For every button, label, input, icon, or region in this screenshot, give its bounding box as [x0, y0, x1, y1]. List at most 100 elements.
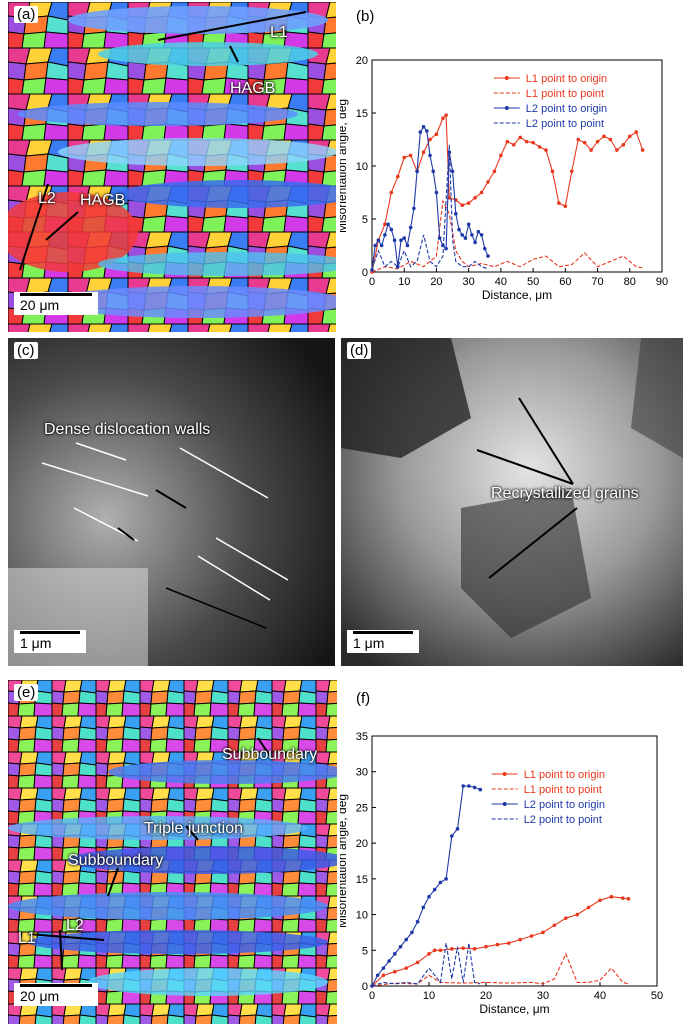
chart-f-legend-marker-2 [502, 802, 507, 806]
chart-b-series-2-point [457, 227, 461, 232]
chart-f-legend-text-3: L2 point to point [524, 814, 602, 826]
chart-b-ytick-label: 15 [356, 108, 368, 120]
line-label-l1-e: L1 [18, 930, 36, 947]
chart-b-svg: 0 10 20 30 40 50 60 70 80 90 0 5 10 15 20 Distance, μm M… [340, 55, 668, 302]
chart-b-series-2-point [386, 222, 390, 227]
chart-f-frame [371, 735, 658, 987]
chart-b-series-0-point [557, 201, 561, 205]
chart-b-series-0-point [428, 137, 432, 142]
chart-b-series-2-point [383, 233, 387, 237]
scalebar-c: 1 μm [14, 630, 86, 653]
chart-f-series-0-point [432, 948, 437, 953]
chart-b-series-2-point [482, 246, 487, 251]
scalebar-d-bar [353, 631, 413, 634]
chart-b-series-0-point [505, 139, 510, 144]
line-label-l2: L2 [38, 190, 56, 207]
chart-b-series-2-point [402, 236, 407, 240]
chart-b-legend-text-1: L1 point to point [526, 88, 604, 100]
chart-f-series-0-point [609, 894, 614, 899]
chart-b-series-0-point [569, 169, 574, 174]
chart-f-legend-text-0: L1 point to origin [524, 769, 605, 781]
chart-b-series-0-point [444, 113, 448, 117]
chart-f-series-2-point [472, 785, 477, 790]
chart-f-series-0-point [529, 934, 534, 938]
chart-b-series-2-point [370, 268, 374, 272]
chart-b-series-2-point [479, 233, 484, 237]
chart-b-series-2-point [428, 153, 432, 158]
chart-f-series-0-point [472, 947, 477, 951]
chart-b-series-0-point [408, 153, 413, 158]
chart-b-xtick-label: 50 [527, 276, 539, 288]
chart-b-ytick-label: 10 [356, 161, 368, 173]
chart-b-legend-text-3: L2 point to point [526, 118, 604, 130]
chart-b-series-2-point [399, 238, 403, 242]
chart-f-legend-text-1: L1 point to point [524, 784, 602, 796]
chart-b-series-0-point [608, 137, 613, 142]
hagb-label-bottom: HAGB [80, 192, 126, 209]
scalebar-e: 20 μm [14, 983, 98, 1006]
chart-f-series-0-point [415, 960, 420, 965]
chart-b-legend-marker-0 [504, 76, 509, 80]
panel-label-b: (b) [356, 8, 375, 25]
panel-e-ebsd-map: (e) Subboundary Triple junction Subbound… [8, 680, 337, 1024]
chart-f-xlabel: Distance, μm [479, 1002, 549, 1016]
chart-b-series-2-point [412, 206, 416, 211]
chart-b-series-0-point [492, 169, 497, 174]
chart-f-xtick-label: 40 [594, 990, 606, 1002]
chart-f-legend-marker-0 [502, 772, 507, 776]
chart-b-series-0-point [441, 116, 445, 121]
chart-f-series-0-point [626, 897, 631, 901]
chart-f-ytick-label: 30 [356, 767, 368, 779]
chart-f-xtick-label: 50 [651, 990, 663, 1002]
chart-b-xtick-label: 30 [463, 276, 475, 288]
chart-f-xtick-label: 10 [423, 990, 435, 1002]
chart-f-series-0-point [598, 898, 602, 903]
tem-image-c-graphic [8, 338, 335, 666]
chart-f-ytick-label: 15 [356, 874, 368, 886]
chart-b-series-2-point [450, 169, 455, 174]
chart-f-series-0-point [621, 896, 625, 900]
chart-b-series-2-point [460, 233, 465, 237]
chart-b-series-0-point [621, 143, 626, 147]
chart-f-series-2-point [444, 877, 448, 881]
chart-b-xtick-label: 70 [591, 276, 603, 288]
chart-f-series-2-point [432, 887, 437, 892]
chart-b-series-2-point [453, 211, 458, 216]
chart-b-series-2-point [463, 236, 468, 240]
chart-f-series-0-point [541, 930, 545, 935]
subboundary-label-top: Subboundary [222, 746, 318, 763]
chart-f-series-1-line [371, 952, 629, 987]
chart-f-series-0-point [586, 905, 591, 910]
chart-b-xlabel: Distance, μm [482, 288, 552, 302]
chart-b-legend-text-0: L1 point to origin [526, 73, 607, 85]
chart-b-legend-text-2: L2 point to origin [526, 103, 607, 115]
line-label-l1: L1 [270, 24, 288, 41]
chart-b-series-2-point [476, 229, 481, 234]
chart-f-series-2-point [370, 984, 374, 988]
chart-b-series-2-point [376, 238, 381, 242]
scalebar-c-bar [20, 631, 80, 634]
chart-b-series-0-line [371, 113, 644, 273]
chart-b-series-0-point [576, 137, 581, 142]
recrystallized-grains-label: Recrystallized grains [491, 485, 639, 502]
chart-b-series-0-point [640, 148, 645, 152]
chart-b-series-2-point [379, 243, 384, 248]
chart-b-series-2-point [418, 130, 423, 134]
panel-label-d: (d) [347, 342, 372, 359]
chart-f-series-2-point [461, 784, 465, 788]
chart-b-series-2-point [431, 169, 436, 174]
chart-b-series-0-point [447, 196, 452, 200]
tem-image-d-graphic [341, 338, 683, 666]
chart-f-ytick-label: 20 [356, 838, 368, 850]
chart-f-series-2-point [427, 894, 431, 899]
chart-b-xtick-label: 0 [369, 276, 375, 288]
chart-f-svg: 0 10 20 30 40 50 0 5 10 15 20 25 30 35 Distance, μm Mis… [340, 731, 663, 1016]
chart-b-series-2-point [437, 236, 442, 240]
chart-f-ytick-label: 0 [362, 981, 368, 993]
chart-b-series-2-point [405, 243, 410, 248]
chart-b-series-0-point [460, 203, 465, 208]
panel-label-f: (f) [356, 690, 371, 707]
triple-junction-label: Triple junction [144, 820, 244, 837]
chart-f-ytick-label: 5 [362, 945, 368, 957]
chart-b-series-0-point [589, 148, 593, 152]
